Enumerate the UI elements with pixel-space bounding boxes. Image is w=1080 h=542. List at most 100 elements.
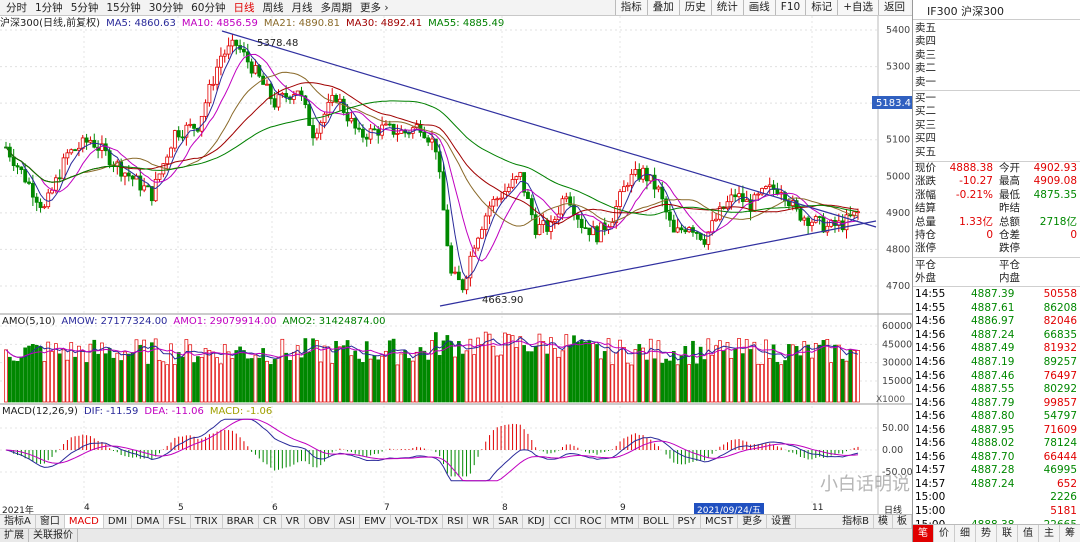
tick-row: 14:56 4887.79 99857 <box>915 397 1079 411</box>
indicator-tab-15[interactable]: WR <box>468 515 495 528</box>
indicator-tab-8[interactable]: CR <box>259 515 282 528</box>
amo-bar <box>268 364 273 403</box>
indicator-tab-22[interactable]: PSY <box>674 515 702 528</box>
amo-bar <box>737 338 741 403</box>
amo-bar <box>334 340 338 403</box>
tool-button-2[interactable]: 历史 <box>678 0 711 15</box>
indicator-tab-19[interactable]: ROC <box>576 515 607 528</box>
tool-button-3[interactable]: 统计 <box>710 0 743 15</box>
period-tab-8[interactable]: 月线 <box>291 2 313 14</box>
indicator-tab-4[interactable]: DMA <box>132 515 165 528</box>
indicator-tab-14[interactable]: RSI <box>443 515 469 528</box>
tool-button-8[interactable]: 返回 <box>878 0 910 15</box>
period-tab-1[interactable]: 1分钟 <box>35 2 63 14</box>
panel-tab-1[interactable]: 价 <box>934 525 955 542</box>
indicator-tab-6[interactable]: TRIX <box>191 515 223 528</box>
candle-body <box>30 183 35 198</box>
period-tab-7[interactable]: 周线 <box>262 2 284 14</box>
candle-body <box>514 176 519 180</box>
indicator-tab-25[interactable]: 设置 <box>767 515 797 528</box>
tool-button-6[interactable]: 标记 <box>805 0 838 15</box>
tool-button-4[interactable]: 画线 <box>742 0 775 15</box>
macd-value-label: MACD: -1.06 <box>209 406 273 417</box>
kline-chart[interactable]: 54005300520051005000490048004700 5183.4 … <box>0 16 912 514</box>
indicator-tab-17[interactable]: KDJ <box>523 515 550 528</box>
panel-tab-3[interactable]: 势 <box>976 525 997 542</box>
ma30-label: MA30: 4892.41 <box>346 18 423 29</box>
amo-bar <box>149 342 154 403</box>
right-tab-0[interactable]: 指标B <box>838 515 874 528</box>
tool-button-0[interactable]: 指标 <box>614 0 647 15</box>
indicator-tab-13[interactable]: VOL-TDX <box>391 515 444 528</box>
amo-bar <box>817 344 822 403</box>
panel-tab-6[interactable]: 主 <box>1039 525 1060 542</box>
candle-body <box>61 157 66 180</box>
amo-bar <box>491 345 496 403</box>
indicator-tab-7[interactable]: BRAR <box>223 515 259 528</box>
indicator-tab-2[interactable]: MACD <box>64 515 104 528</box>
tick-price: 4887.19 <box>971 355 1015 368</box>
related-quote-tab[interactable]: 关联报价 <box>29 529 78 542</box>
amo-bar <box>180 356 185 403</box>
indicator-tab-18[interactable]: CCI <box>550 515 576 528</box>
period-tab-4[interactable]: 30分钟 <box>148 2 184 14</box>
indicator-tab-20[interactable]: MTM <box>606 515 639 528</box>
indicator-tab-24[interactable]: 更多 <box>738 515 768 528</box>
amo-bar <box>199 356 204 403</box>
amo-bar <box>276 357 281 403</box>
amo-bar <box>625 362 630 403</box>
amo-bar <box>606 338 611 403</box>
panel-tab-2[interactable]: 细 <box>955 525 976 542</box>
amo-bar <box>752 341 757 403</box>
indicator-tab-0[interactable]: 指标A <box>0 515 36 528</box>
sell-level-3-label: 卖三 <box>915 48 936 61</box>
indicator-tab-1[interactable]: 窗口 <box>36 515 65 528</box>
price-tick-label: 4700 <box>886 281 910 292</box>
candle-body <box>146 185 150 188</box>
indicator-tab-12[interactable]: EMV <box>360 515 391 528</box>
chart-tools: 指标 叠加 历史 统计 画线 F10 标记 +自选 返回 <box>614 0 910 15</box>
indicator-tab-10[interactable]: OBV <box>305 515 335 528</box>
period-tab-9[interactable]: 多周期 <box>320 2 353 14</box>
candle-body <box>126 172 131 177</box>
period-tab-6[interactable]: 日线 <box>233 2 255 14</box>
tool-button-5[interactable]: F10 <box>774 0 806 15</box>
amo-bar <box>568 344 573 403</box>
period-tab-3[interactable]: 15分钟 <box>106 2 141 14</box>
period-tab-5[interactable]: 60分钟 <box>191 2 226 14</box>
period-tab-10[interactable]: 更多 › <box>360 2 389 14</box>
panel-tab-7[interactable]: 筹 <box>1060 525 1080 542</box>
quote-value: 2718亿 <box>1039 215 1077 228</box>
panel-tab-0[interactable]: 笔 <box>913 525 934 542</box>
indicator-tab-16[interactable]: SAR <box>494 515 524 528</box>
indicator-tab-5[interactable]: FSL <box>164 515 191 528</box>
candle-body <box>468 255 473 279</box>
panel-tab-4[interactable]: 联 <box>997 525 1018 542</box>
amo-bar <box>457 341 461 403</box>
amo-bar <box>453 356 457 403</box>
tick-row: 14:56 4887.95 71609 <box>915 424 1079 438</box>
expand-tab[interactable]: 扩展 <box>0 529 29 542</box>
candle-body <box>445 209 450 247</box>
indicator-tab-9[interactable]: VR <box>282 515 305 528</box>
candle-body <box>629 173 634 186</box>
candle-body <box>537 224 542 235</box>
indicator-tab-23[interactable]: MCST <box>701 515 739 528</box>
candle-body <box>775 189 780 195</box>
tool-button-7[interactable]: +自选 <box>837 0 878 15</box>
right-tab-1[interactable]: 模 <box>874 515 893 528</box>
tool-button-1[interactable]: 叠加 <box>646 0 679 15</box>
period-tab-0[interactable]: 分时 <box>6 2 27 14</box>
panel-tab-5[interactable]: 值 <box>1018 525 1039 542</box>
indicator-tab-21[interactable]: BOLL <box>639 515 674 528</box>
right-tab-2[interactable]: 板 <box>893 515 912 528</box>
indicator-tab-11[interactable]: ASI <box>335 515 360 528</box>
amo-bar <box>34 344 39 403</box>
candle-body <box>303 95 308 106</box>
amo-bar <box>510 335 515 403</box>
buy-level-2: 买二 <box>915 105 1079 118</box>
period-tab-2[interactable]: 5分钟 <box>70 2 99 14</box>
amo-bar <box>119 360 123 403</box>
indicator-tab-3[interactable]: DMI <box>104 515 133 528</box>
candle-body <box>219 55 223 68</box>
